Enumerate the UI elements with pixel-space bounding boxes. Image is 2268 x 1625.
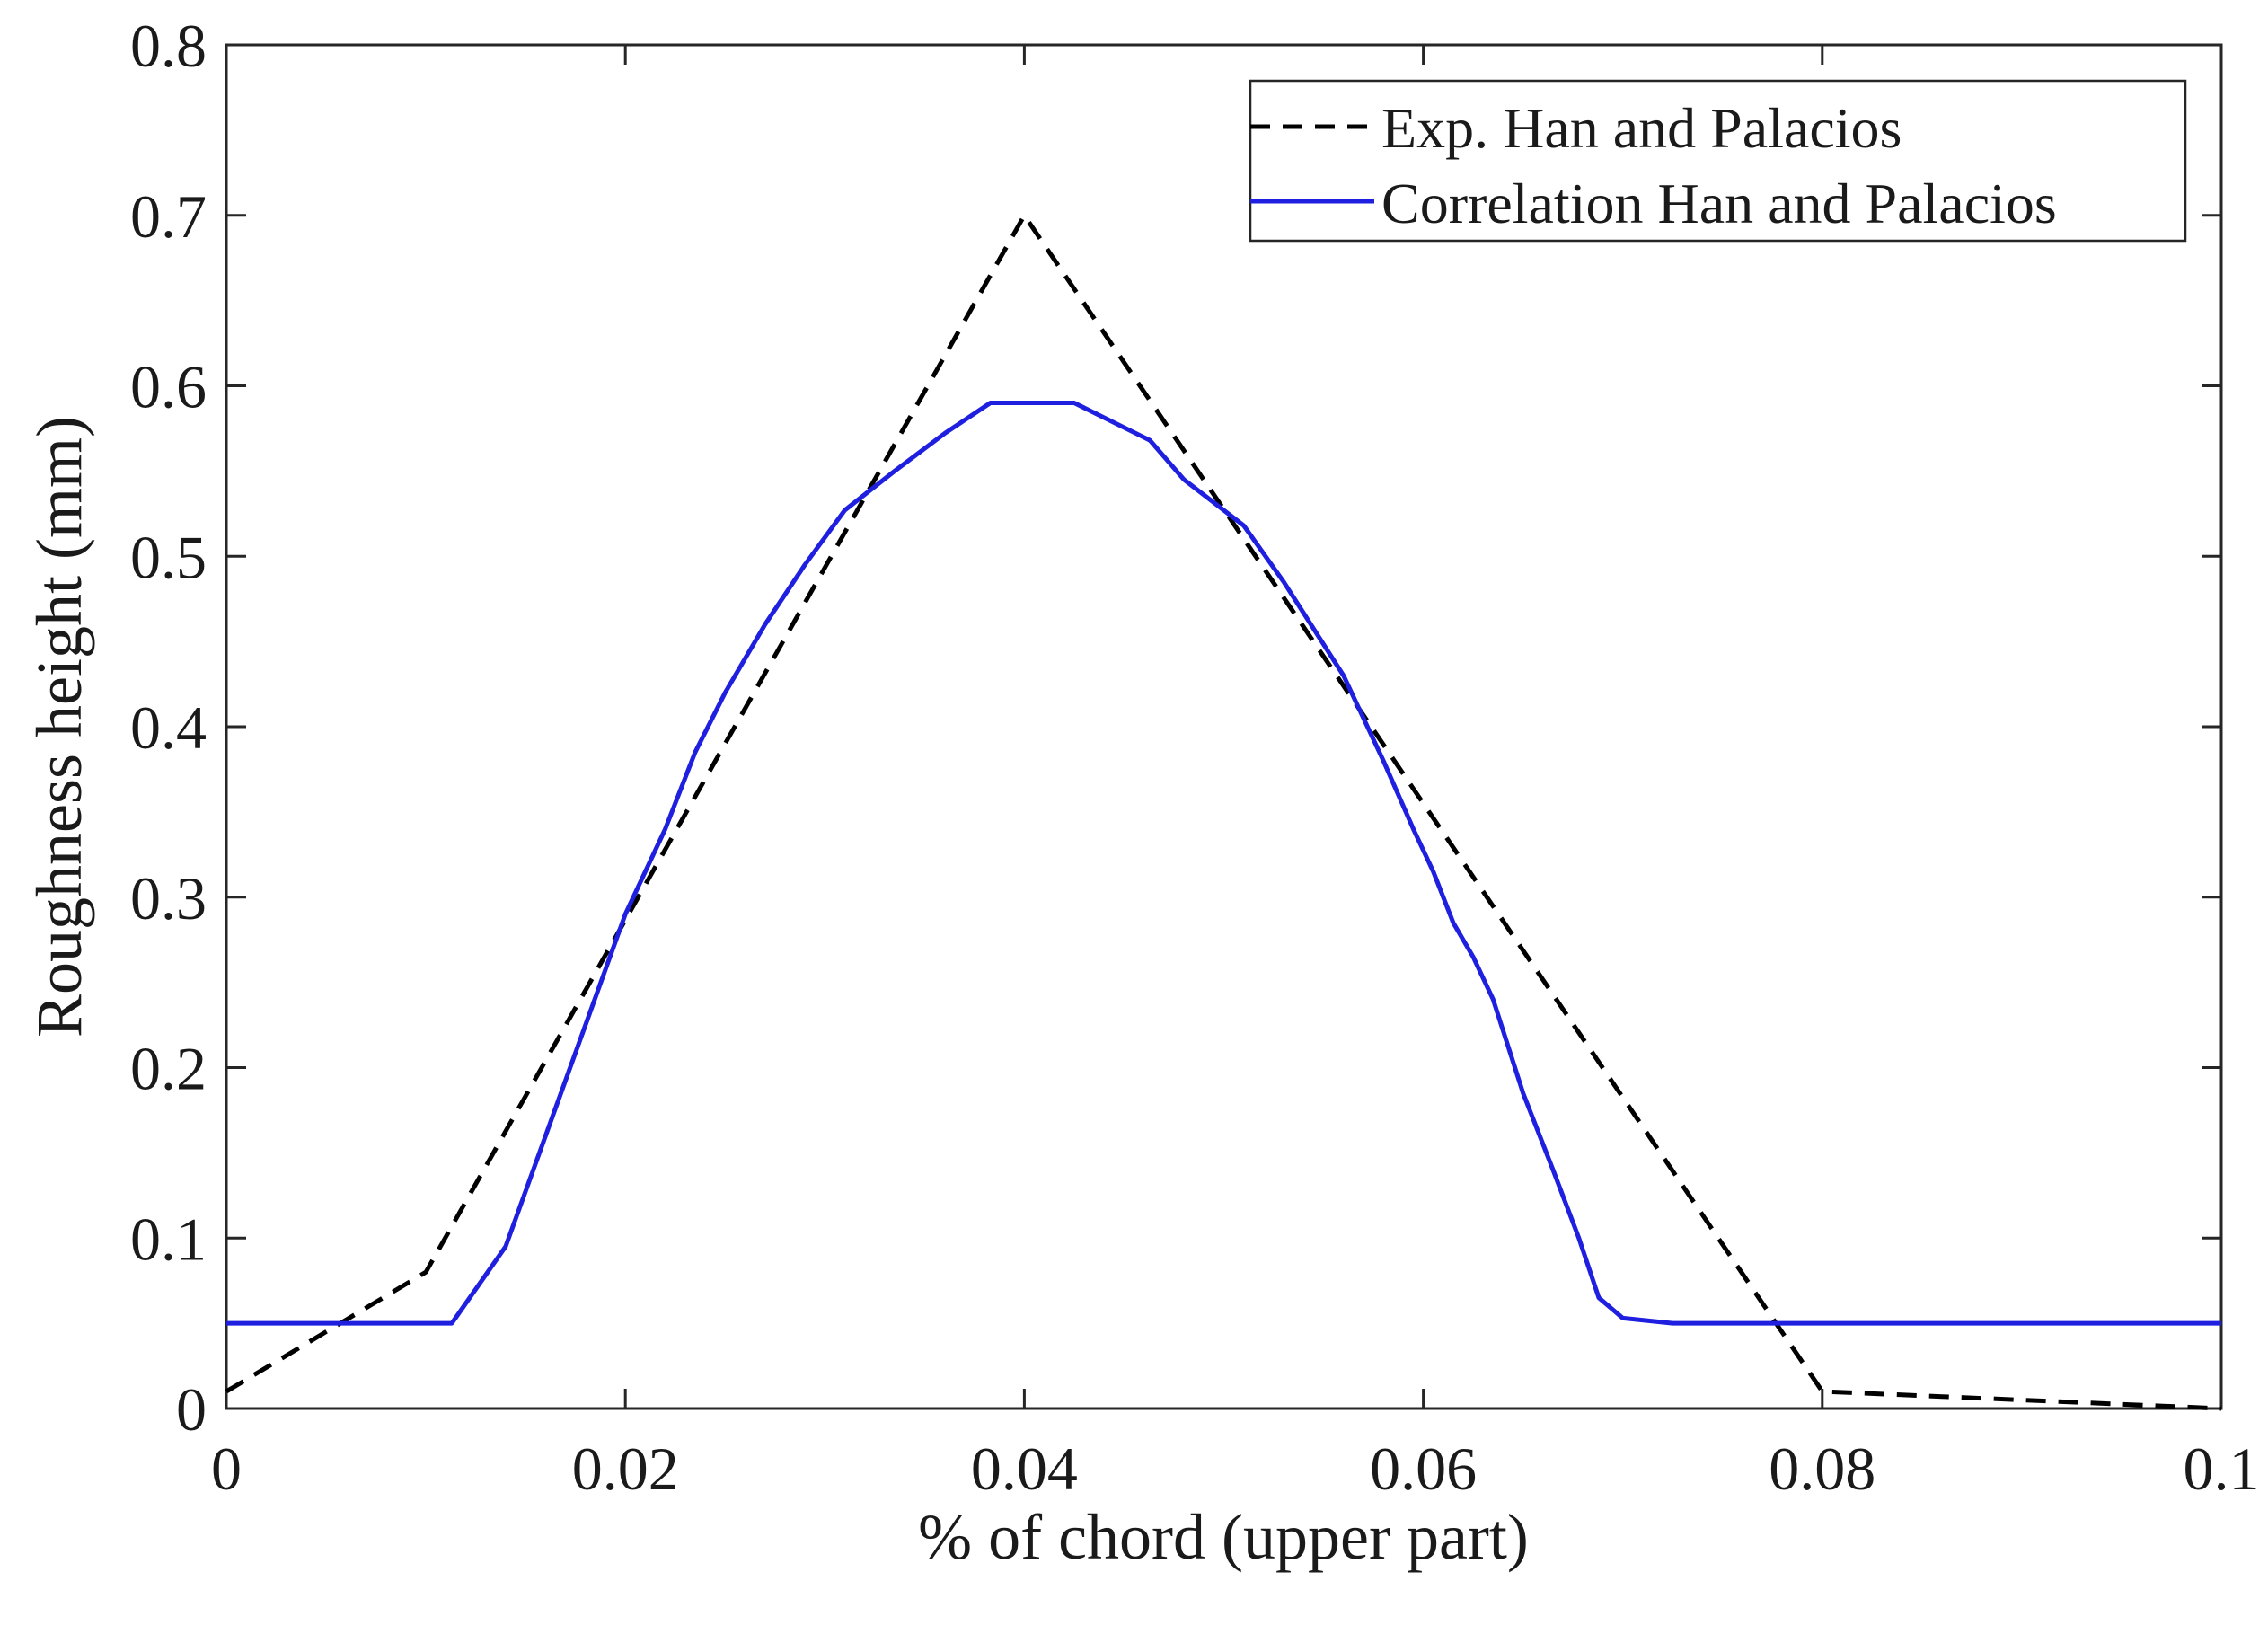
y-tick-label: 0 — [176, 1375, 207, 1444]
x-tick-label: 0.04 — [971, 1435, 1078, 1503]
y-tick-label: 0.6 — [130, 353, 207, 421]
y-axis-ticks: 0 0.1 0.2 0.3 0.4 0.5 0.6 0.7 0.8 — [130, 12, 2221, 1444]
legend-label-correlation: Correlation Han and Palacios — [1381, 172, 2057, 235]
y-tick-label: 0.1 — [130, 1205, 207, 1273]
legend-label-exp: Exp. Han and Palacios — [1381, 96, 1902, 160]
x-tick-label: 0.08 — [1769, 1435, 1875, 1503]
y-tick-label: 0.3 — [130, 864, 207, 932]
legend: Exp. Han and Palacios Correlation Han an… — [1249, 79, 2187, 243]
x-tick-label: 0.06 — [1370, 1435, 1477, 1503]
y-tick-label: 0.2 — [130, 1035, 207, 1103]
y-tick-label: 0.4 — [130, 693, 207, 762]
y-tick-label: 0.5 — [130, 523, 207, 591]
y-tick-label: 0.7 — [130, 182, 207, 251]
series-layer — [225, 213, 2222, 1411]
x-tick-label: 0 — [211, 1435, 242, 1503]
x-axis-title: % of chord (upper part) — [918, 1501, 1529, 1573]
x-axis-ticks: 0 0.02 0.04 0.06 0.08 0.1 — [211, 45, 2260, 1503]
x-tick-label: 0.02 — [572, 1435, 679, 1503]
y-tick-label: 0.8 — [130, 12, 207, 80]
series-line-correlation-han-palacios — [226, 401, 2221, 1326]
y-axis-title: Roughness height (mm) — [23, 416, 95, 1038]
legend-box — [1249, 79, 2187, 243]
x-tick-label: 0.1 — [2184, 1435, 2260, 1503]
